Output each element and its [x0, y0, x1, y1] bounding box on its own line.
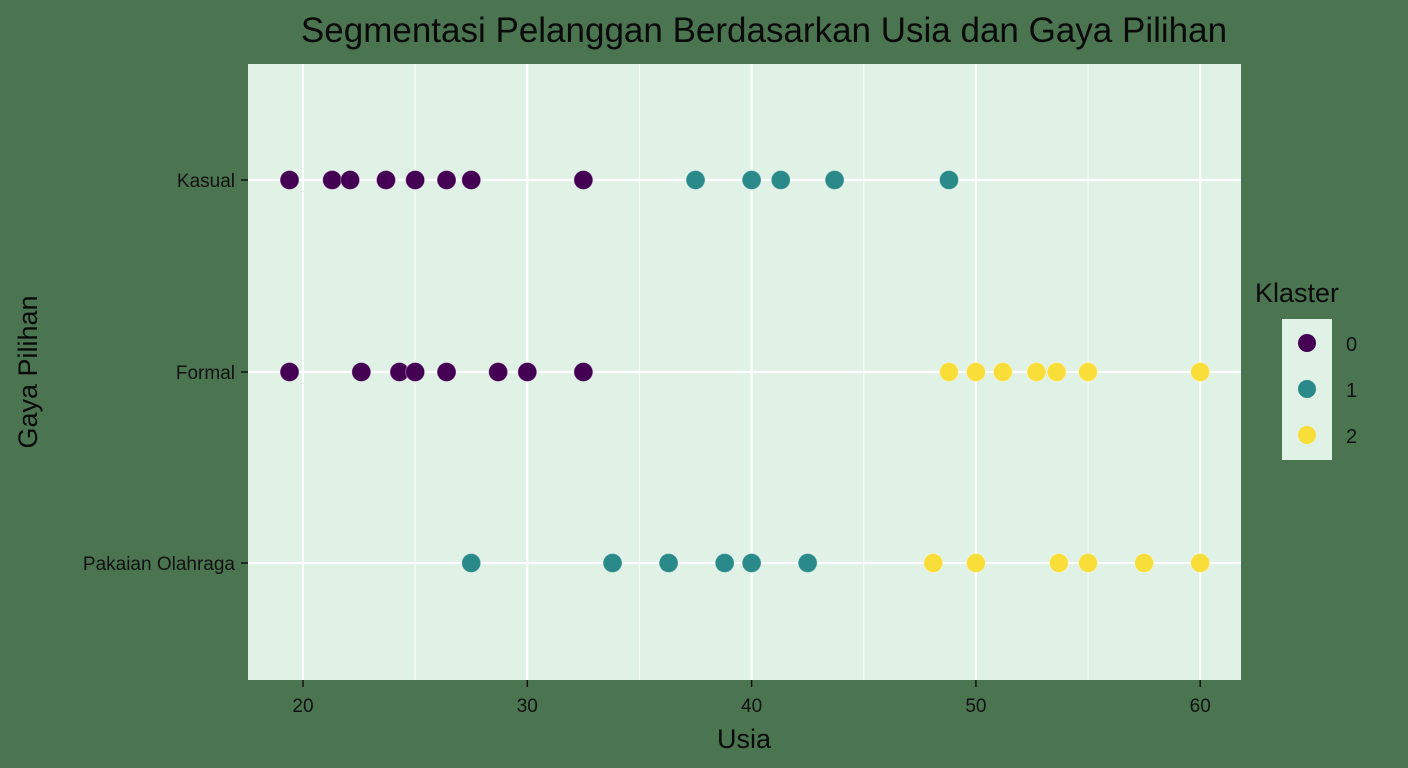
legend: Klaster 0 1 2	[1255, 278, 1357, 460]
data-point-cluster-0	[461, 170, 482, 190]
data-point-cluster-1	[685, 170, 706, 190]
data-point-cluster-2	[1046, 362, 1067, 382]
x-axis: 20 30 40 50 60	[292, 680, 1211, 717]
data-point-cluster-0	[279, 362, 300, 382]
data-point-cluster-2	[1190, 553, 1211, 573]
chart-title: Segmentasi Pelanggan Berdasarkan Usia da…	[301, 11, 1227, 50]
data-point-cluster-0	[573, 170, 594, 190]
data-points	[279, 170, 1211, 573]
data-point-cluster-2	[923, 553, 944, 573]
data-point-cluster-2	[938, 362, 959, 382]
legend-label-0: 0	[1346, 334, 1357, 356]
data-point-cluster-1	[714, 553, 735, 573]
data-point-cluster-2	[1078, 553, 1099, 573]
data-point-cluster-2	[1048, 553, 1069, 573]
data-point-cluster-0	[405, 170, 426, 190]
data-point-cluster-1	[824, 170, 845, 190]
data-point-cluster-0	[573, 362, 594, 382]
legend-entries: 0 1 2	[1298, 334, 1357, 448]
legend-label-2: 2	[1346, 426, 1357, 448]
data-point-cluster-0	[340, 170, 361, 190]
y-tick-label: Pakaian Olahraga	[83, 554, 236, 575]
data-point-cluster-2	[1078, 362, 1099, 382]
data-point-cluster-0	[279, 170, 300, 190]
y-tick-label: Kasual	[177, 171, 235, 192]
data-point-cluster-0	[405, 362, 426, 382]
data-point-cluster-0	[375, 170, 396, 190]
data-point-cluster-1	[461, 553, 482, 573]
data-point-cluster-1	[741, 553, 762, 573]
data-point-cluster-1	[658, 553, 679, 573]
data-point-cluster-0	[351, 362, 372, 382]
legend-title: Klaster	[1255, 278, 1339, 308]
legend-swatch-1	[1298, 380, 1316, 398]
data-point-cluster-0	[488, 362, 509, 382]
data-point-cluster-2	[965, 553, 986, 573]
data-point-cluster-1	[797, 553, 818, 573]
x-tick-label: 20	[292, 696, 313, 717]
x-tick-label: 40	[741, 696, 762, 717]
x-tick-label: 60	[1190, 696, 1211, 717]
data-point-cluster-2	[1190, 362, 1211, 382]
data-point-cluster-2	[1026, 362, 1047, 382]
data-point-cluster-1	[602, 553, 623, 573]
x-axis-title: Usia	[717, 724, 772, 754]
y-tick-label: Formal	[176, 363, 235, 384]
data-point-cluster-1	[770, 170, 791, 190]
legend-swatch-2	[1298, 426, 1316, 444]
data-point-cluster-0	[322, 170, 343, 190]
data-point-cluster-2	[1134, 553, 1155, 573]
legend-label-1: 1	[1346, 380, 1357, 402]
x-tick-label: 30	[517, 696, 538, 717]
legend-swatch-0	[1298, 334, 1316, 352]
y-axis: Kasual Formal Pakaian Olahraga	[83, 171, 248, 575]
data-point-cluster-1	[938, 170, 959, 190]
data-point-cluster-0	[436, 362, 457, 382]
y-axis-title: Gaya Pilihan	[13, 295, 43, 448]
data-point-cluster-0	[517, 362, 538, 382]
data-point-cluster-1	[741, 170, 762, 190]
x-tick-label: 50	[965, 696, 986, 717]
data-point-cluster-0	[436, 170, 457, 190]
data-point-cluster-2	[965, 362, 986, 382]
data-point-cluster-2	[992, 362, 1013, 382]
